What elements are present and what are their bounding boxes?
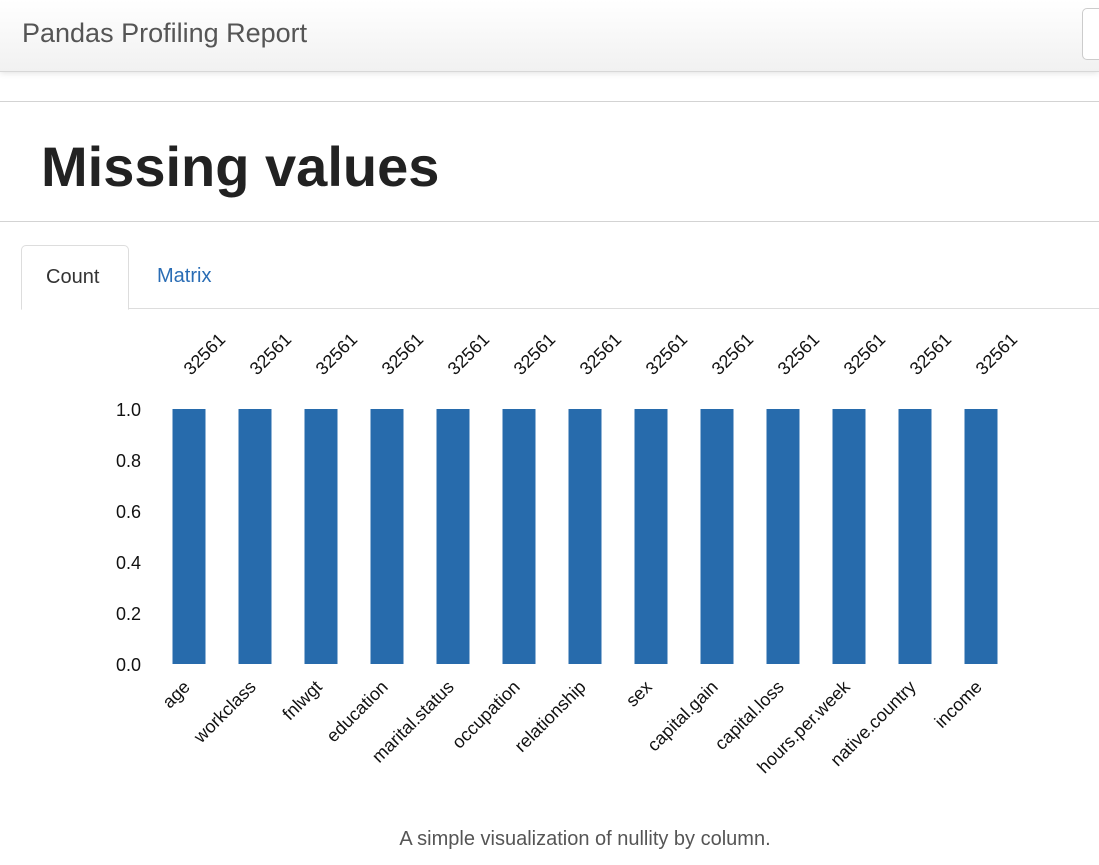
bar-count-label: 32561: [180, 329, 230, 379]
y-tick-label: 0.0: [116, 655, 141, 675]
bar: [370, 409, 404, 664]
bar: [964, 409, 998, 664]
bar-count-label: 32561: [576, 329, 626, 379]
bar-count-label: 32561: [246, 329, 296, 379]
bar-count-label: 32561: [312, 329, 362, 379]
bar-count-label: 32561: [510, 329, 560, 379]
bar-count-label: 32561: [378, 329, 428, 379]
bar: [766, 409, 800, 664]
x-tick-label: workclass: [189, 677, 260, 748]
divider: [0, 221, 1099, 222]
x-tick-label: relationship: [511, 677, 590, 756]
x-tick-label: income: [931, 677, 986, 732]
bar: [568, 409, 602, 664]
bar-count-label: 32561: [708, 329, 758, 379]
brand-link[interactable]: Pandas Profiling Report: [22, 18, 308, 48]
bar-count-label: 32561: [840, 329, 890, 379]
x-tick-label: sex: [622, 677, 656, 711]
tab-matrix[interactable]: Matrix: [157, 265, 212, 287]
bar: [436, 409, 470, 664]
y-tick-label: 0.4: [116, 553, 141, 573]
x-tick-label: education: [322, 677, 391, 746]
x-tick-label: age: [158, 677, 193, 712]
bar-count-label: 32561: [972, 329, 1022, 379]
bar: [238, 409, 272, 664]
missing-values-count-chart: 0.0 0.2 0.4 0.6 0.8 1.0 32561 age 32561 workclass…: [116, 329, 1022, 777]
bar: [172, 409, 206, 664]
navbar-toggle-button[interactable]: [1082, 8, 1099, 60]
page-title: Missing values: [41, 135, 440, 198]
y-tick-label: 0.6: [116, 502, 141, 522]
bar: [832, 409, 866, 664]
tab-count[interactable]: Count: [21, 245, 129, 310]
bar: [634, 409, 668, 664]
bar: [700, 409, 734, 664]
navbar: Pandas Profiling Report: [0, 0, 1099, 72]
x-tick-label: fnlwgt: [278, 677, 325, 724]
chart-caption: A simple visualization of nullity by col…: [399, 828, 771, 850]
y-tick-label: 1.0: [116, 400, 141, 420]
bar-count-label: 32561: [444, 329, 494, 379]
divider: [0, 101, 1099, 102]
tab-bar: Count Matrix: [21, 245, 1099, 310]
y-tick-label: 0.2: [116, 604, 141, 624]
bar-count-label: 32561: [774, 329, 824, 379]
bar: [304, 409, 338, 664]
bar: [502, 409, 536, 664]
bar-count-label: 32561: [642, 329, 692, 379]
bar-count-label: 32561: [906, 329, 956, 379]
bar: [898, 409, 932, 664]
y-tick-label: 0.8: [116, 451, 141, 471]
x-tick-label: capital.gain: [643, 677, 722, 756]
